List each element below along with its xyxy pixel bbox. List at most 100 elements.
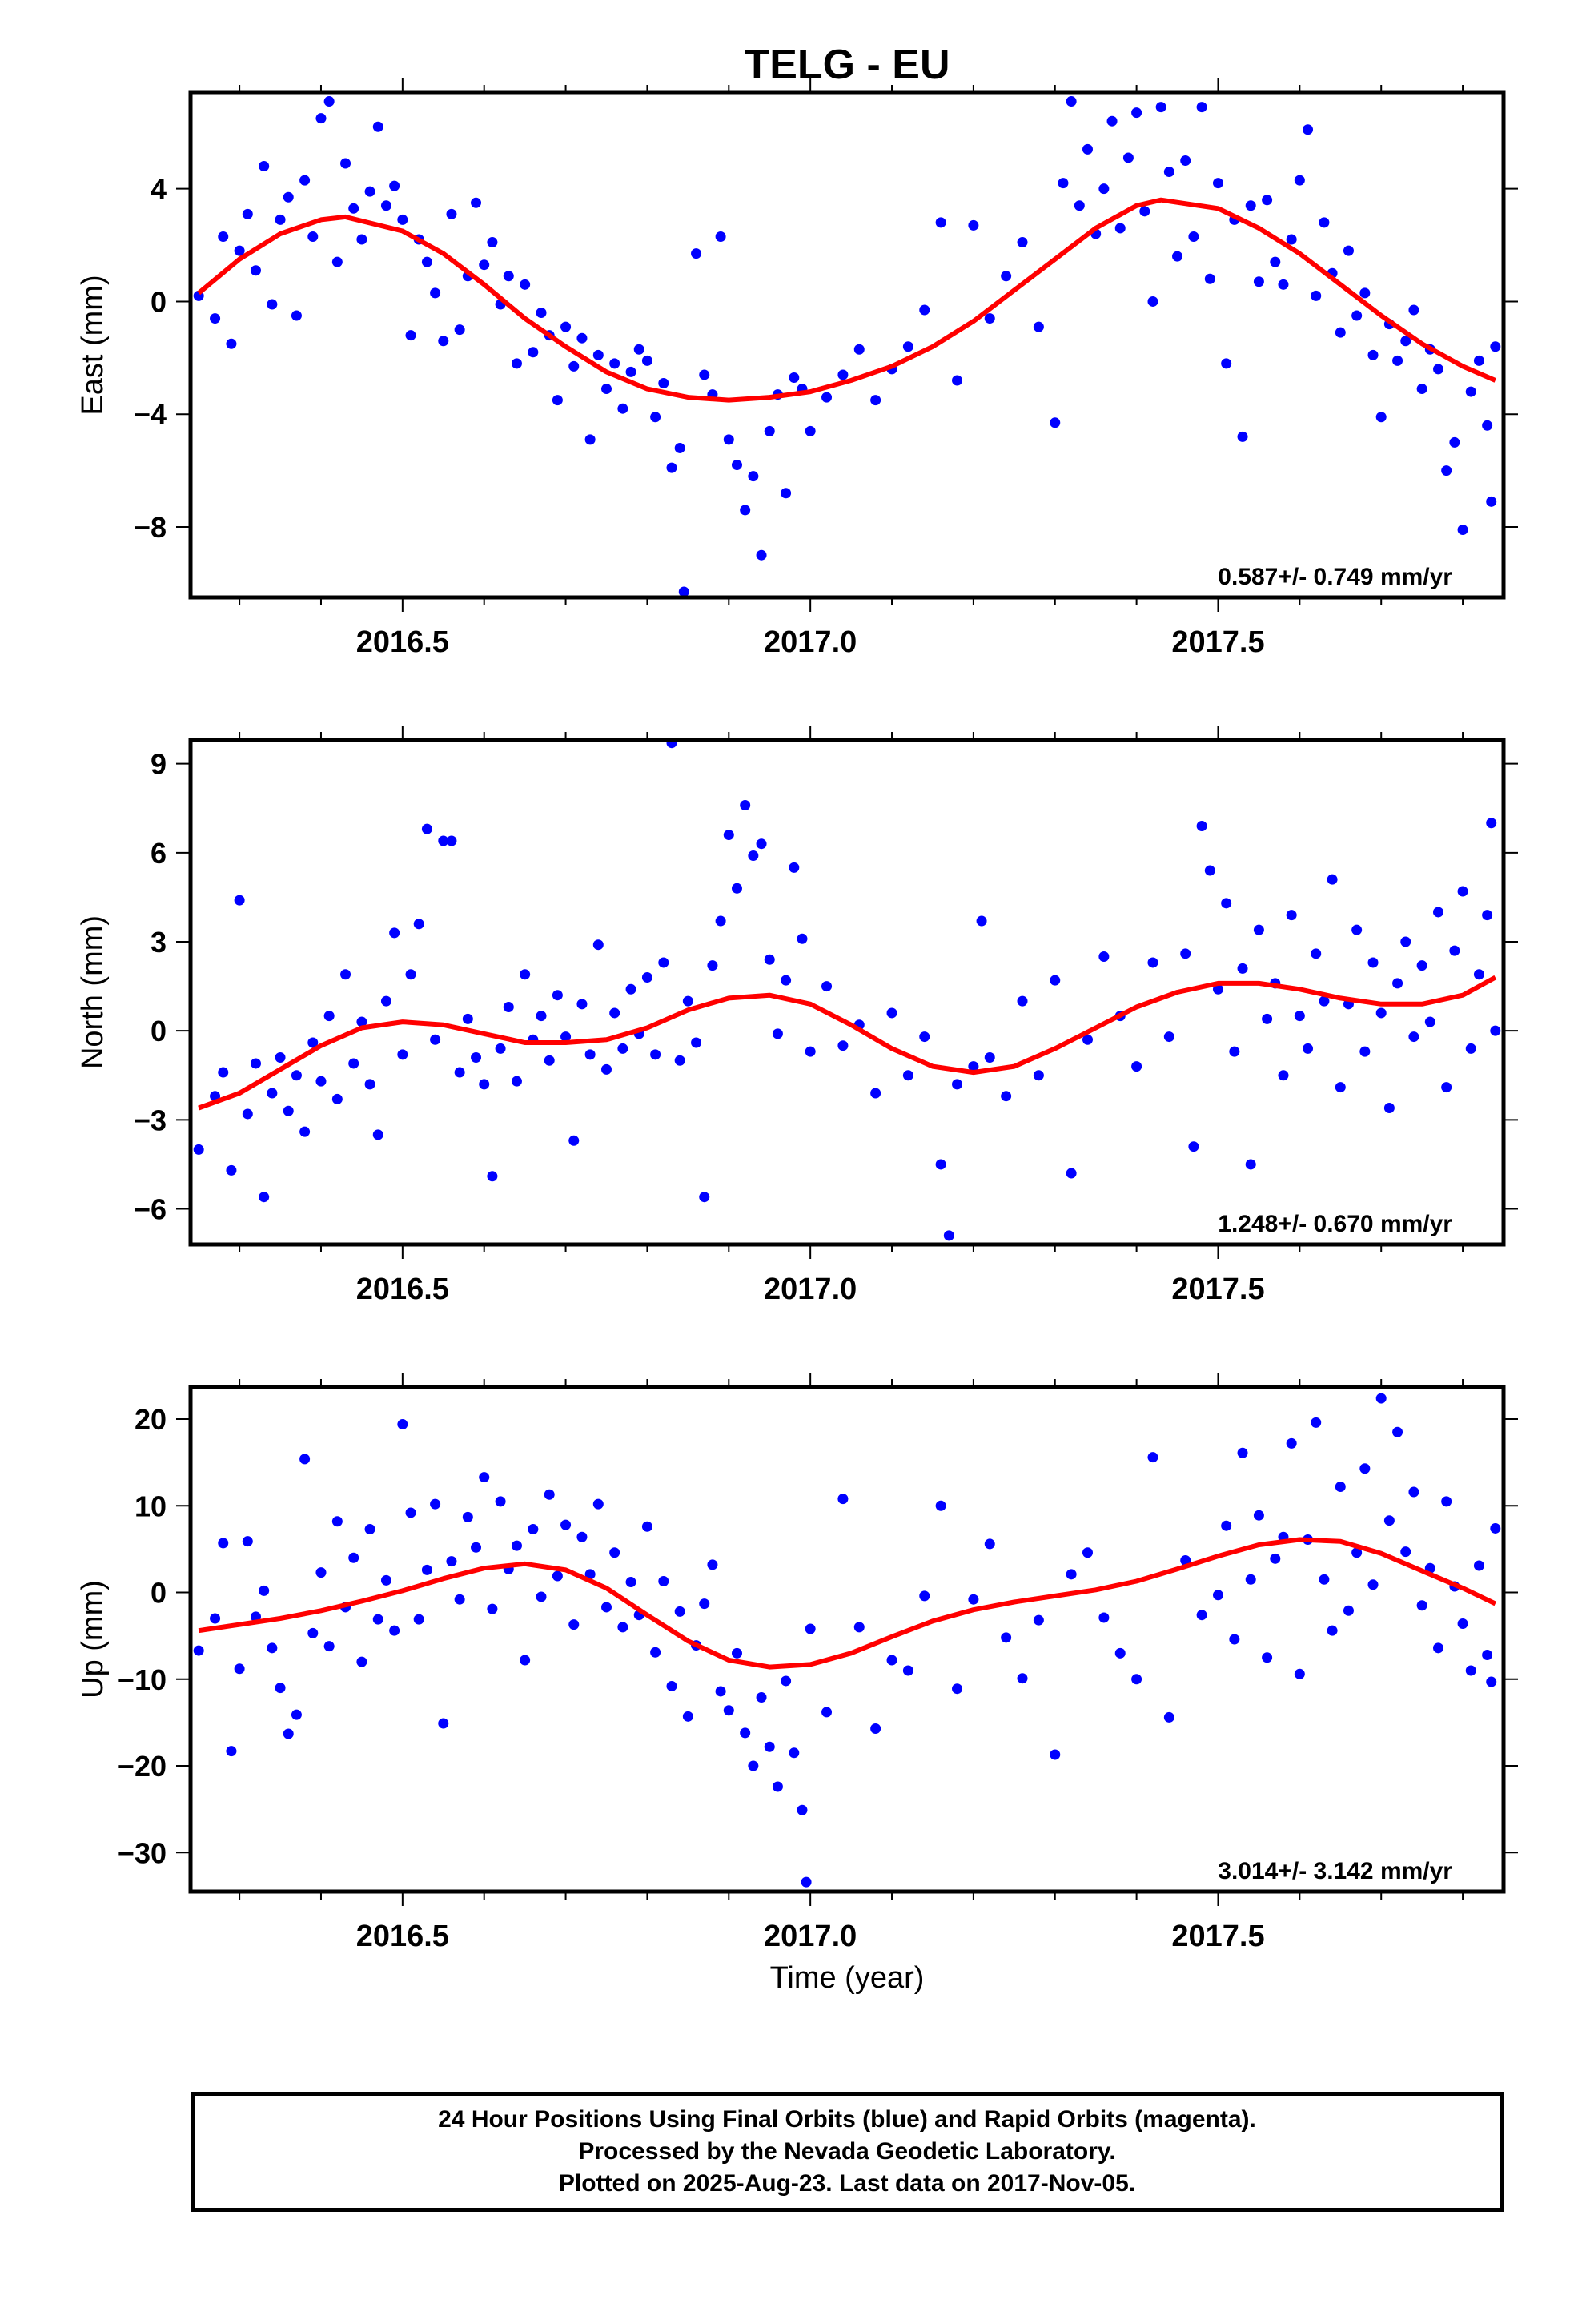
east-data-point [218, 231, 229, 242]
north-data-point [772, 1028, 783, 1039]
east-data-point [715, 231, 726, 242]
north-data-point [837, 1040, 849, 1051]
north-data-point [1416, 960, 1427, 971]
north-data-point [1449, 945, 1460, 956]
up-data-point [1180, 1554, 1191, 1566]
up-y-tick-label: 20 [135, 1403, 167, 1436]
up-data-point [1490, 1522, 1501, 1534]
north-data-point [364, 1079, 375, 1090]
up-data-point [405, 1507, 416, 1518]
east-data-point [307, 231, 319, 242]
up-data-point [853, 1622, 865, 1633]
north-data-point [1262, 1013, 1273, 1024]
east-data-point [1351, 310, 1363, 321]
up-data-point [1482, 1649, 1493, 1660]
north-data-point [1017, 995, 1028, 1007]
north-data-point [707, 960, 718, 971]
north-data-point [886, 1007, 897, 1019]
north-data-point [740, 800, 751, 811]
up-data-point [1221, 1520, 1232, 1531]
east-data-point [520, 279, 531, 290]
east-data-point [275, 214, 286, 225]
east-data-point [641, 355, 652, 366]
up-y-tick-label: −30 [118, 1836, 167, 1869]
up-x-tick-label: 2017.0 [764, 1920, 857, 1953]
north-data-point [1163, 1031, 1174, 1043]
east-data-point [364, 186, 375, 197]
east-data-point [1253, 276, 1264, 287]
east-data-point [479, 259, 490, 271]
up-data-point [520, 1655, 531, 1666]
north-data-point [372, 1129, 383, 1140]
east-data-point [821, 392, 833, 403]
north-data-point [789, 862, 800, 873]
up-data-point [707, 1559, 718, 1570]
up-data-point [1351, 1547, 1363, 1558]
up-data-point [952, 1683, 963, 1695]
east-data-point [1147, 296, 1158, 307]
north-data-point [682, 995, 693, 1007]
up-data-point [1343, 1605, 1354, 1616]
east-data-point [870, 395, 881, 406]
east-data-point [1473, 355, 1484, 366]
north-data-point [1212, 983, 1223, 995]
north-data-point [193, 1144, 204, 1155]
east-panel: −8 −4 0 4 2016.5 2017.0 2017.5 East (mm) 0.587+/… [76, 78, 1518, 659]
up-data-point [331, 1516, 343, 1527]
north-data-point [250, 1058, 261, 1069]
east-data-point [837, 369, 849, 380]
up-data-point [641, 1521, 652, 1532]
up-data-point [226, 1746, 237, 1757]
east-data-point [1319, 217, 1330, 228]
east-data-point [397, 214, 408, 225]
east-data-point [259, 161, 270, 172]
up-x-tick-label: 2017.5 [1171, 1920, 1264, 1953]
north-data-point [952, 1079, 963, 1090]
x-axis-label: Time (year) [770, 1961, 925, 1995]
up-data-point [1473, 1560, 1484, 1571]
east-data-point [1221, 358, 1232, 369]
north-data-point [1486, 818, 1497, 829]
north-data-point [609, 1007, 620, 1019]
north-data-point [1229, 1046, 1240, 1057]
up-data-point [210, 1613, 221, 1624]
footer-line-3: Plotted on 2025-Aug-23. Last data on 201… [558, 2170, 1136, 2197]
east-data-point [1172, 251, 1183, 262]
east-y-tick-label: 0 [151, 285, 167, 318]
east-data-point [421, 256, 432, 267]
north-data-point [479, 1079, 490, 1090]
up-data-point [658, 1575, 669, 1586]
east-data-point [1375, 412, 1387, 423]
north-data-point [1327, 874, 1338, 885]
east-data-point [454, 324, 465, 336]
east-data-point [650, 412, 661, 423]
east-data-point [1278, 279, 1289, 290]
north-data-point [1424, 1016, 1435, 1027]
up-data-point [1327, 1625, 1338, 1636]
east-data-point [503, 271, 514, 282]
up-data-point [1131, 1674, 1142, 1685]
up-data-point [1212, 1590, 1223, 1601]
up-data-point [544, 1489, 555, 1500]
up-data-point [323, 1641, 335, 1652]
up-data-point [1066, 1569, 1077, 1580]
north-data-point [1066, 1168, 1077, 1179]
east-data-point [250, 265, 261, 276]
east-data-point [935, 217, 946, 228]
north-data-point [520, 969, 531, 980]
north-data-point [356, 1016, 367, 1027]
east-data-point [1098, 183, 1110, 195]
north-data-point [413, 919, 424, 930]
up-data-point [756, 1692, 767, 1703]
north-data-point [1383, 1103, 1395, 1114]
north-data-point [275, 1052, 286, 1063]
north-y-tick-label: 3 [151, 926, 167, 959]
north-fit-line [198, 975, 1497, 1111]
north-data-point [902, 1070, 913, 1081]
east-data-point [210, 313, 221, 324]
east-data-point [405, 330, 416, 341]
up-data-point [968, 1594, 979, 1605]
east-data-point [1245, 200, 1256, 211]
north-data-point [315, 1076, 327, 1087]
east-data-point [699, 369, 710, 380]
